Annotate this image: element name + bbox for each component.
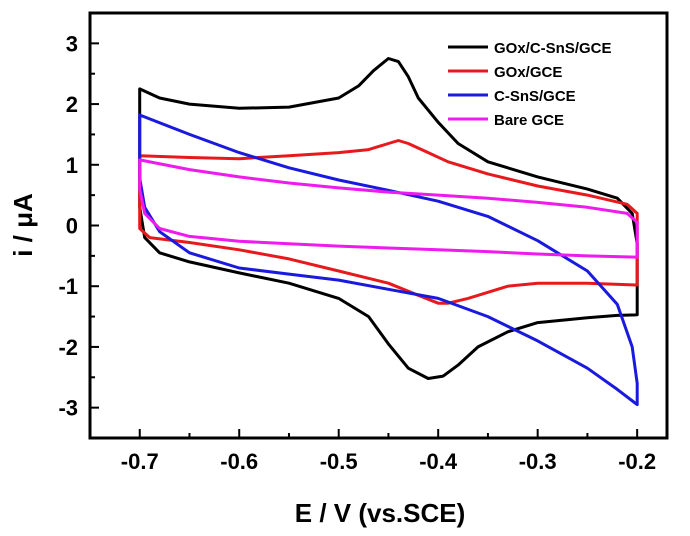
x-tick-label: -0.3 [519, 449, 557, 474]
series-line-1 [140, 141, 638, 304]
legend: GOx/C-SnS/GCE GOx/GCE C-SnS/GCE Bare GCE [448, 40, 612, 129]
x-axis-ticks: -0.7 -0.6 -0.5 -0.4 -0.3 -0.2 [121, 429, 656, 474]
y-tick-label: 0 [66, 214, 78, 239]
x-tick-label: -0.6 [220, 449, 258, 474]
y-tick-label: 2 [66, 92, 78, 117]
y-axis-ticks: -3 -2 -1 0 1 2 3 [58, 31, 99, 420]
x-tick-label: -0.7 [121, 449, 159, 474]
x-tick-label: -0.4 [419, 449, 458, 474]
x-tick-label: -0.2 [618, 449, 656, 474]
legend-label-2: C-SnS/GCE [494, 88, 576, 105]
plot-frame [90, 13, 667, 438]
y-tick-label: 3 [66, 31, 78, 56]
y-tick-label: -2 [58, 335, 78, 360]
y-axis-title: i / μA [8, 193, 38, 257]
series-layer [140, 59, 638, 405]
legend-label-0: GOx/C-SnS/GCE [494, 40, 612, 57]
legend-label-3: Bare GCE [494, 112, 564, 129]
y-tick-label: -3 [58, 396, 78, 421]
x-axis-title: E / V (vs.SCE) [295, 498, 466, 528]
cyclic-voltammogram-chart: -0.7 -0.6 -0.5 -0.4 -0.3 -0.2 -3 -2 -1 0 1 2 3 E / … [0, 0, 690, 536]
series-line-0 [140, 59, 638, 379]
y-tick-label: -1 [58, 274, 78, 299]
series-line-3 [140, 160, 638, 257]
x-tick-label: -0.5 [320, 449, 358, 474]
legend-label-1: GOx/GCE [494, 64, 562, 81]
y-tick-label: 1 [66, 153, 78, 178]
